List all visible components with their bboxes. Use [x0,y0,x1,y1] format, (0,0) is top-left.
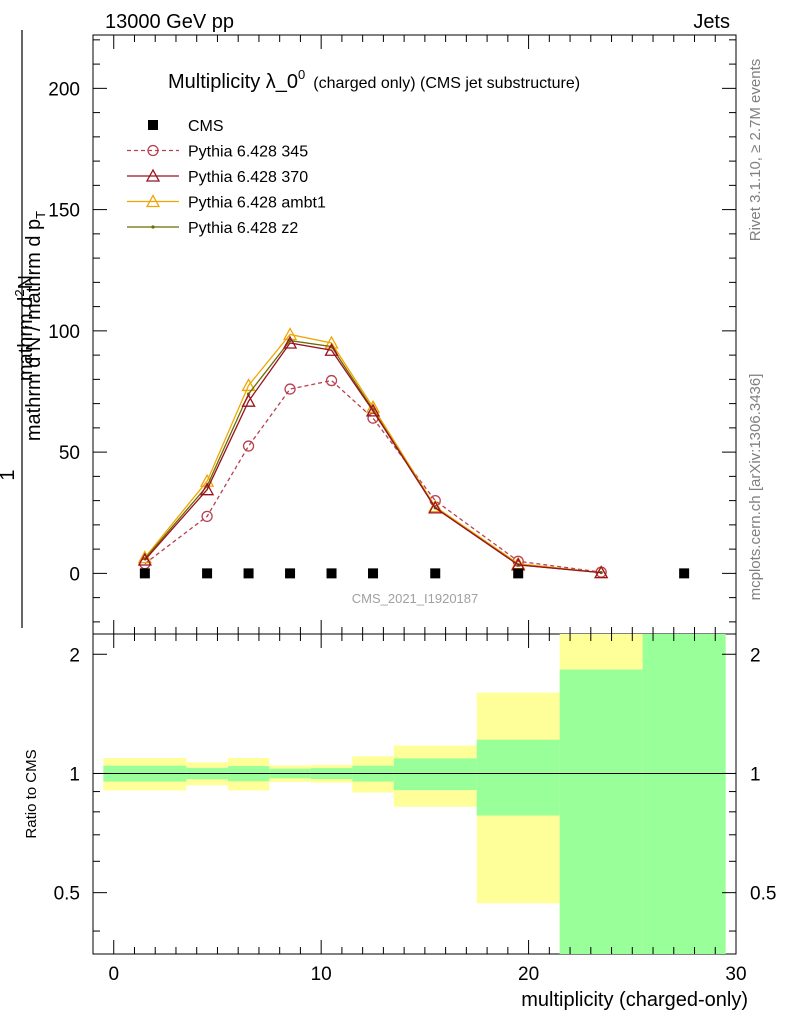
data-point [201,510,213,523]
legend-label: Pythia 6.428 z2 [188,220,298,237]
data-point [199,482,215,496]
legend-label: Pythia 6.428 345 [188,144,308,161]
data-point [148,120,158,130]
data-point [147,144,159,157]
energy-label: 13000 GeV pp [105,11,234,33]
ratio-axes: 0 10 20 30 0.5 0.5 1 1 2 2 [54,35,776,985]
data-point [326,568,337,579]
data-point [325,374,338,387]
data-point [285,568,296,579]
series-line [144,333,602,574]
svg-text:mathrm d2N: mathrm d2N [12,275,37,381]
ratio-y-tick-label-right: 1 [750,764,761,785]
x-axis-label: multiplicity (charged-only) [521,989,748,1011]
data-point [324,342,339,356]
data-point [243,568,254,579]
data-point [202,568,213,579]
main-y-axis-label: mathrm d2N 1 mathrm d N / mathrm d pT [0,30,48,628]
ratio-bands [93,634,736,954]
data-point [145,168,161,182]
data-point [513,568,524,579]
y-tick-label: 150 [48,201,80,222]
y-tick-label: 100 [48,322,80,343]
data-point [241,393,256,407]
ratio-band-stat [559,669,643,954]
data-point [282,335,298,349]
x-tick-label: 10 [311,964,332,985]
ratio-plot-frame [92,633,737,955]
y-tick-label: 0 [69,564,80,585]
series-3 [137,327,609,579]
y-tick-label: 200 [48,79,80,100]
ratio-y-axis-label: Ratio to CMS [23,749,40,838]
ylabel-numerator: 1 [0,469,19,480]
data-point [430,568,441,579]
ratio-y-tick-label: 1 [69,764,80,785]
mcplots-label: mcplots.cern.ch [arXiv:1306.3436] [747,374,764,601]
x-tick-label: 0 [108,964,119,985]
data-point [284,383,296,395]
series-line [144,339,602,574]
ratio-band-stat [642,634,726,954]
legend: CMS Pythia 6.428 345 Pythia 6.428 370 Pythi… [127,118,326,237]
series-0 [139,568,690,579]
process-label: Jets [693,11,730,33]
main-series [137,327,690,579]
ratio-y-tick-label-right: 0.5 [750,884,776,905]
ratio-band-stat [476,739,560,816]
data-point [365,403,381,417]
data-point [594,565,609,579]
analysis-watermark: CMS_2021_I1920187 [352,591,479,606]
ratio-y-tick-label: 0.5 [54,884,80,905]
y-tick-label: 50 [59,443,80,464]
data-point [139,568,150,579]
data-point [679,568,690,579]
data-point [145,194,161,208]
series-line [144,342,602,574]
x-tick-label: 30 [725,964,746,985]
chart-title: Multiplicity λ_00(charged only) (CMS jet… [168,67,580,93]
main-axes: 0 50 100 150 200 [48,39,736,623]
data-point [241,378,256,392]
rivet-label: Rivet 3.1.10, ≥ 2.7M events [747,59,764,242]
series-line [144,379,602,573]
data-point [599,571,603,575]
ratio-y-tick-label: 2 [69,645,80,666]
legend-label: Pythia 6.428 ambt1 [188,195,326,212]
series-4 [143,338,603,575]
svg-text:mathrm d N / mathrm d pT: mathrm d N / mathrm d pT [23,211,48,441]
ratio-band-stat [393,758,477,791]
series-2 [137,335,609,579]
data-point [137,552,152,566]
ratio-y-tick-label-right: 2 [750,645,761,666]
legend-label: Pythia 6.428 370 [188,169,308,186]
x-tick-label: 20 [518,964,539,985]
data-point [428,500,443,514]
data-point [368,568,379,579]
data-point [151,225,155,229]
data-point [242,440,255,452]
legend-label: CMS [188,118,224,135]
